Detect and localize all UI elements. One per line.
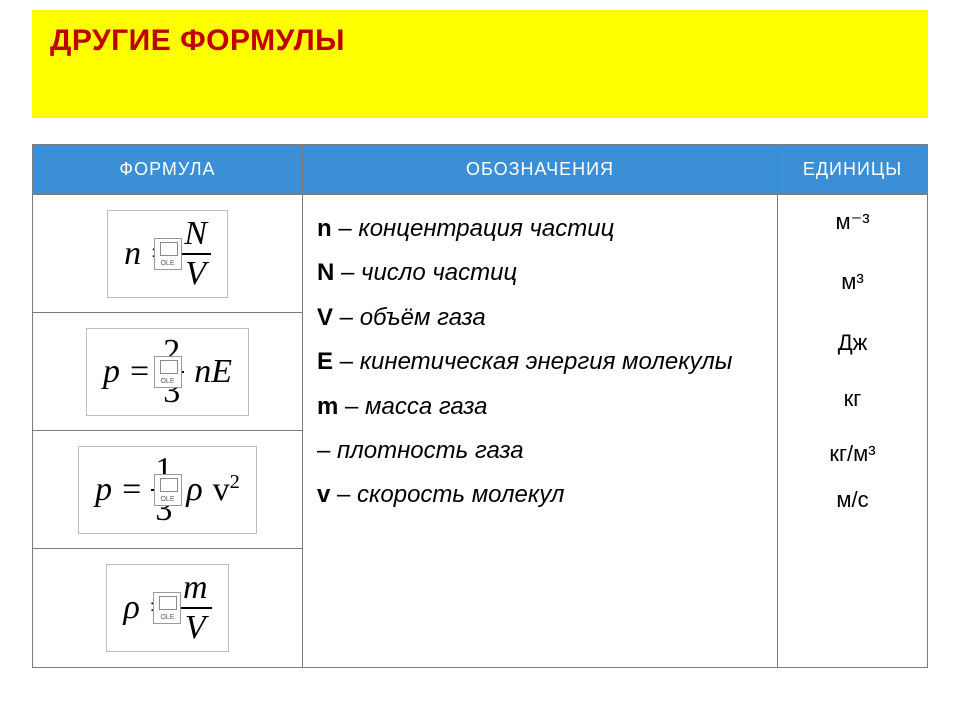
f2-tail: nE xyxy=(194,353,232,391)
ole-icon: OLE xyxy=(154,238,182,270)
formula-box-2: p = 2 3 nE OLE xyxy=(86,328,249,416)
f1-num: N xyxy=(180,217,211,251)
f3-rho: ρ xyxy=(186,471,202,509)
ole-icon: OLE xyxy=(153,592,181,624)
formula-box-3: p = 1 3 ρ v 2 xyxy=(78,446,257,534)
f3-exp: 2 xyxy=(230,471,240,494)
f3-eq: = xyxy=(122,471,141,509)
table-header-row: ФОРМУЛА ОБОЗНАЧЕНИЯ ЕДИНИЦЫ xyxy=(33,145,928,195)
ole-icon: OLE xyxy=(154,474,182,506)
notation-body: n – концентрация частиц N – число частиц… xyxy=(303,195,777,530)
f1-lhs: n xyxy=(124,235,141,273)
unit-item: Дж xyxy=(784,330,921,356)
f4-lhs: ρ xyxy=(123,589,139,627)
unit-item: кг/м³ xyxy=(784,441,921,467)
notation-line: v – скорость молекул xyxy=(317,473,763,517)
formulas-table: ФОРМУЛА ОБОЗНАЧЕНИЯ ЕДИНИЦЫ n = xyxy=(32,144,928,668)
unit-item: м/с xyxy=(784,487,921,513)
f3-v: v xyxy=(213,471,230,509)
formula-cell-1: n = N V OLE xyxy=(33,195,302,313)
notation-line: E – кинетическая энергия молекулы xyxy=(317,340,763,384)
formula-cell-4: ρ = m V OLE xyxy=(33,549,302,667)
notation-column: n – концентрация частиц N – число частиц… xyxy=(303,195,778,668)
formula-box-1: n = N V OLE xyxy=(107,210,228,298)
unit-item: кг xyxy=(784,386,921,412)
formula-column: n = N V OLE xyxy=(33,195,303,668)
units-body: м⁻³ м³ Дж кг кг/м³ м/с xyxy=(778,195,927,555)
notation-line: V – объём газа xyxy=(317,296,763,340)
f2-eq: = xyxy=(130,353,149,391)
f3-lhs: p xyxy=(95,471,112,509)
col-header-formula: ФОРМУЛА xyxy=(33,145,303,195)
units-column: м⁻³ м³ Дж кг кг/м³ м/с xyxy=(778,195,928,668)
table-body-row: n = N V OLE xyxy=(33,195,928,668)
notation-line: m – масса газа xyxy=(317,385,763,429)
notation-line: n – концентрация частиц xyxy=(317,207,763,251)
f2-lhs: p xyxy=(103,353,120,391)
col-header-units: ЕДИНИЦЫ xyxy=(778,145,928,195)
f4-num: m xyxy=(179,571,212,605)
slide-root: ДРУГИЕ ФОРМУЛЫ ФОРМУЛА ОБОЗНАЧЕНИЯ ЕДИНИ… xyxy=(0,0,960,720)
formula-cell-2: p = 2 3 nE OLE xyxy=(33,313,302,431)
slide-title: ДРУГИЕ ФОРМУЛЫ xyxy=(32,10,928,118)
f4-den: V xyxy=(181,611,210,645)
notation-line: – плотность газа xyxy=(317,429,763,473)
notation-line: N – число частиц xyxy=(317,251,763,295)
unit-item: м⁻³ xyxy=(784,209,921,235)
f1-den: V xyxy=(181,257,210,291)
unit-item: м³ xyxy=(784,269,921,295)
ole-icon: OLE xyxy=(154,356,182,388)
formula-box-4: ρ = m V OLE xyxy=(106,564,228,652)
col-header-notation: ОБОЗНАЧЕНИЯ xyxy=(303,145,778,195)
formula-cell-3: p = 1 3 ρ v 2 xyxy=(33,431,302,549)
